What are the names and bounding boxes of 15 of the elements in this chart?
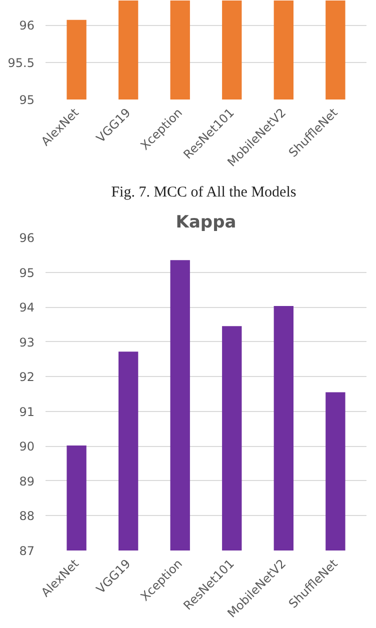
y-tick-label: 91: [19, 404, 35, 419]
y-tick-label: 94: [19, 300, 35, 315]
y-tick-label: 96: [19, 18, 35, 33]
y-tick-label: 95: [19, 93, 35, 107]
y-tick-label: 95.5: [8, 56, 34, 70]
y-tick-label: 96: [19, 231, 35, 245]
y-tick-label: 87: [19, 544, 35, 558]
y-tick-label: 93: [19, 335, 35, 350]
chart-title: Kappa: [176, 212, 236, 232]
y-tick-label: 92: [19, 370, 35, 384]
y-tick-label: 88: [19, 509, 35, 524]
y-tick-label: 90: [19, 440, 35, 454]
y-tick-label: 95: [19, 266, 35, 280]
y-tick-label: 89: [19, 474, 35, 488]
caption: Fig. 7. MCC of All the Models: [111, 184, 296, 200]
